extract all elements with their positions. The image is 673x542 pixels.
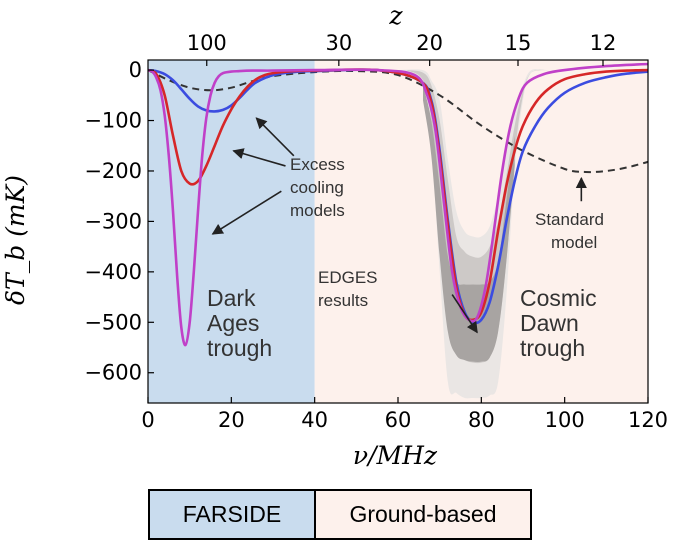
edges-label-2: results: [318, 291, 368, 310]
y-tick-label: −500: [84, 310, 142, 334]
x-axis-label: ν/MHz: [353, 441, 438, 470]
standard-model-label-2: model: [551, 233, 597, 252]
y-axis-label: δT_b (mK): [1, 175, 30, 305]
annotation-arrow-0: [255, 117, 295, 157]
series-line-0: [147, 69, 649, 174]
x-tick-label: 80: [468, 408, 495, 432]
annotation-arrows: [211, 117, 587, 334]
z-tick-label: 12: [590, 31, 617, 55]
excess-cooling-label-3: models: [290, 201, 345, 220]
plot-background: [148, 60, 648, 403]
annotation-arrow-2: [211, 190, 282, 235]
annotation-arrow-3: [451, 294, 478, 334]
region-0: [148, 60, 315, 403]
z-tick-label: 100: [187, 31, 227, 55]
series-lines: [147, 62, 649, 347]
excess-cooling-label-1: Excess: [290, 155, 345, 174]
cosmic-dawn-label-3: trough: [520, 335, 585, 361]
ground-based-box: Ground-based: [314, 489, 532, 540]
y-tick-label: 0: [129, 58, 142, 82]
x-tick-label: 0: [141, 408, 154, 432]
ground-based-label: Ground-based: [349, 501, 497, 527]
excess-cooling-label-2: cooling: [290, 178, 344, 197]
standard-model-label-1: Standard: [535, 210, 604, 229]
z-tick-label: 15: [505, 31, 532, 55]
z-axis-label: z: [388, 1, 403, 30]
dark-ages-label-2: Ages: [207, 310, 259, 336]
dark-ages-label-1: Dark: [207, 285, 256, 311]
ticks: 0 20 40 60 80 100 120 0 −100 −200 −300 −400 −500 −600…: [84, 31, 668, 432]
dark-ages-label-3: trough: [207, 335, 272, 361]
x-tick-label: 60: [385, 408, 412, 432]
x-tick-label: 20: [218, 408, 245, 432]
chart: 0 20 40 60 80 100 120 0 −100 −200 −300 −400 −500 −600…: [1, 1, 668, 470]
y-tick-label: −200: [84, 159, 142, 183]
y-tick-label: −600: [84, 361, 142, 385]
y-tick-label: −100: [84, 109, 142, 133]
z-tick-label: 30: [325, 31, 352, 55]
farside-label: FARSIDE: [182, 501, 282, 527]
edges-label-1: EDGES: [318, 268, 378, 287]
y-tick-label: −400: [84, 260, 142, 284]
farside-box: FARSIDE: [148, 489, 316, 540]
x-tick-label: 100: [545, 408, 585, 432]
cosmic-dawn-label-1: Cosmic: [520, 285, 597, 311]
cosmic-dawn-label-2: Dawn: [520, 310, 579, 336]
x-tick-label: 40: [301, 408, 328, 432]
z-tick-label: 20: [416, 31, 443, 55]
series-line-3: [147, 62, 649, 347]
y-tick-label: −300: [84, 209, 142, 233]
x-tick-label: 120: [628, 408, 668, 432]
annotation-arrow-1: [232, 148, 286, 167]
edges-band-1: [406, 69, 548, 364]
